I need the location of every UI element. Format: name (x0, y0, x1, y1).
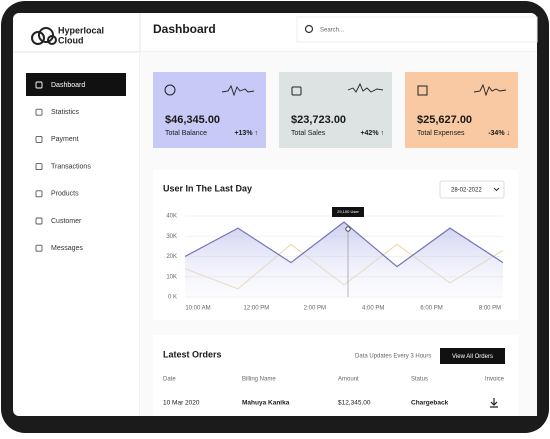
tooltip-point (345, 226, 351, 232)
menu-item[interactable]: Products (51, 191, 79, 198)
x-tick-label: 2:00 PM (304, 306, 326, 312)
y-tick-label: 0 K (168, 295, 177, 301)
button-label: View All Orders (452, 354, 493, 360)
brand-name: Hyperlocal (58, 25, 104, 35)
card: $23,723.00 Total Sales +42% ↑ (279, 72, 392, 148)
cell: Mahuya Kanika (242, 400, 290, 407)
menu-icon (35, 108, 43, 116)
menu-item[interactable]: Messages (51, 245, 83, 252)
card-amount: $23,723.00 (291, 114, 346, 126)
y-tick-label: 40K (166, 214, 177, 220)
brand-name: Cloud (58, 35, 84, 45)
orders-panel (153, 335, 518, 416)
chart-title: User In The Last Day (163, 183, 252, 193)
y-tick-label: 20K (166, 254, 177, 260)
card-icon (164, 84, 176, 96)
column-header: Billing Name (242, 377, 276, 383)
card-change: +13% ↑ (234, 130, 258, 137)
column-header: Date (163, 377, 176, 383)
x-tick-label: 12:00 PM (244, 306, 270, 312)
card-bg (279, 72, 392, 148)
card-label: Total Sales (291, 130, 326, 137)
card-bg (405, 72, 518, 148)
menu-item[interactable]: Dashboard (51, 82, 85, 89)
cell: $12,345.00 (338, 400, 371, 407)
view-all-button[interactable] (440, 348, 505, 364)
card: $46,345.00 Total Balance +13% ↑ (153, 72, 266, 148)
card-bg (153, 72, 266, 148)
page-title: Dashboard (153, 22, 216, 36)
area (185, 222, 503, 297)
x-tick-label: 10:00 AM (185, 306, 210, 312)
active-menu-bg[interactable] (26, 73, 126, 96)
date-picker[interactable] (439, 180, 505, 199)
download-icon[interactable] (490, 398, 498, 408)
logo (31, 27, 57, 45)
column-header: Status (411, 377, 428, 383)
search-icon (304, 24, 314, 34)
menu-item[interactable]: Statistics (51, 109, 80, 116)
card-label: Total Expenses (417, 130, 465, 137)
chevron (493, 187, 500, 192)
card: $25,627.00 Total Expenses -34% ↓ (405, 72, 518, 148)
sparkline (347, 82, 384, 93)
menu-icon (35, 135, 43, 143)
card-change: -34% ↓ (488, 130, 510, 137)
column-header: Amount (338, 377, 359, 383)
orders-title: Latest Orders (163, 349, 222, 359)
cell: 10 Mar 2020 (163, 400, 200, 407)
menu-icon (35, 81, 43, 89)
search-placeholder: Search... (320, 28, 344, 34)
tooltip-text: 29,100 User (337, 209, 359, 214)
cell: Chargeback (411, 400, 449, 407)
card-amount: $46,345.00 (165, 114, 220, 126)
column-header: Invoice (485, 377, 505, 383)
orders-note: Data Updates Every 3 Hours (355, 354, 431, 360)
menu-icon (35, 163, 43, 171)
menu-item[interactable]: Payment (51, 136, 79, 143)
tooltip (332, 207, 364, 217)
y-tick-label: 10K (166, 274, 177, 280)
sparkline (473, 83, 507, 97)
line (184, 221, 504, 268)
menu-icon (35, 244, 43, 252)
y-tick-label: 30K (166, 234, 177, 240)
x-tick-label: 8:00 PM (479, 306, 501, 312)
card-icon (291, 86, 302, 96)
x-tick-label: 6:00 PM (420, 306, 442, 312)
card-label: Total Balance (165, 130, 207, 137)
menu-icon (35, 217, 43, 225)
card-change: +42% ↑ (360, 130, 384, 137)
card-amount: $25,627.00 (417, 114, 472, 126)
card-icon (417, 85, 428, 96)
x-tick-label: 4:00 PM (362, 306, 384, 312)
date-value: 28-02-2022 (451, 188, 482, 194)
menu-item[interactable]: Customer (51, 218, 82, 225)
menu-item[interactable]: Transactions (51, 163, 91, 170)
menu-icon (35, 190, 43, 198)
sparkline (221, 84, 255, 97)
search-box[interactable] (296, 16, 538, 43)
